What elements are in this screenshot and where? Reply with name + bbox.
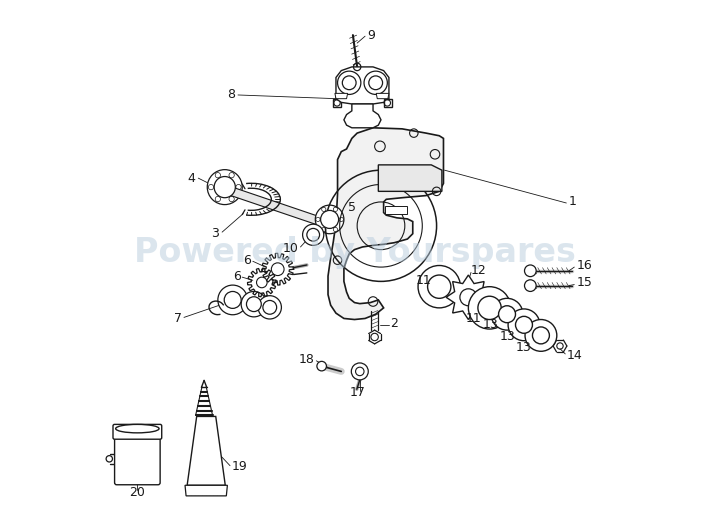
Text: 13: 13 (499, 330, 515, 344)
Text: 19: 19 (232, 460, 247, 473)
Text: 5: 5 (348, 201, 356, 214)
Text: 14: 14 (566, 349, 582, 362)
Circle shape (498, 306, 515, 323)
Polygon shape (335, 93, 347, 99)
Text: 20: 20 (130, 486, 145, 499)
FancyBboxPatch shape (113, 424, 162, 439)
Text: 11: 11 (466, 312, 481, 325)
Circle shape (218, 285, 247, 315)
Text: 3: 3 (211, 227, 220, 240)
Text: 4: 4 (188, 172, 196, 185)
Text: 12: 12 (471, 264, 487, 277)
Text: 13: 13 (516, 341, 532, 354)
Text: 15: 15 (577, 277, 593, 289)
Circle shape (369, 76, 383, 90)
Polygon shape (385, 206, 408, 213)
Circle shape (337, 71, 361, 95)
Circle shape (515, 316, 532, 333)
Ellipse shape (116, 424, 159, 433)
Text: 1: 1 (569, 195, 577, 209)
Polygon shape (187, 416, 225, 485)
Text: 18: 18 (299, 353, 315, 366)
Circle shape (428, 275, 451, 298)
FancyBboxPatch shape (115, 433, 160, 485)
Text: 11: 11 (415, 274, 431, 287)
Polygon shape (376, 93, 389, 99)
Circle shape (258, 296, 281, 319)
Circle shape (316, 205, 344, 234)
Text: 6: 6 (233, 270, 240, 282)
Text: 17: 17 (350, 386, 365, 399)
Circle shape (508, 309, 540, 341)
Text: 16: 16 (577, 259, 593, 272)
Text: Powered by Yourspares: Powered by Yourspares (133, 236, 576, 269)
Polygon shape (446, 275, 491, 320)
Circle shape (478, 296, 501, 320)
Circle shape (224, 292, 241, 309)
Text: 10: 10 (283, 242, 299, 255)
Circle shape (525, 280, 536, 292)
Circle shape (214, 176, 235, 198)
Circle shape (532, 327, 549, 344)
Text: 13: 13 (483, 318, 498, 331)
Text: 9: 9 (368, 29, 376, 41)
Polygon shape (333, 99, 341, 107)
Circle shape (317, 362, 326, 371)
Text: 2: 2 (391, 317, 398, 330)
Circle shape (207, 169, 242, 204)
Circle shape (525, 320, 557, 352)
Circle shape (525, 265, 536, 277)
Circle shape (303, 224, 324, 245)
Circle shape (320, 210, 339, 228)
Polygon shape (328, 128, 443, 320)
Circle shape (241, 292, 267, 317)
Polygon shape (379, 165, 442, 191)
Text: 6: 6 (243, 254, 251, 267)
Text: 8: 8 (228, 89, 235, 101)
Circle shape (364, 71, 387, 95)
Circle shape (247, 297, 262, 312)
Polygon shape (384, 99, 391, 107)
Circle shape (307, 228, 320, 241)
Circle shape (491, 298, 523, 330)
Circle shape (469, 287, 510, 329)
Text: 7: 7 (174, 312, 182, 325)
Circle shape (263, 301, 277, 314)
Polygon shape (336, 67, 389, 104)
Polygon shape (185, 485, 228, 496)
Circle shape (418, 266, 460, 308)
Polygon shape (344, 104, 381, 128)
Circle shape (352, 363, 368, 380)
Polygon shape (230, 187, 327, 227)
Circle shape (342, 76, 356, 90)
